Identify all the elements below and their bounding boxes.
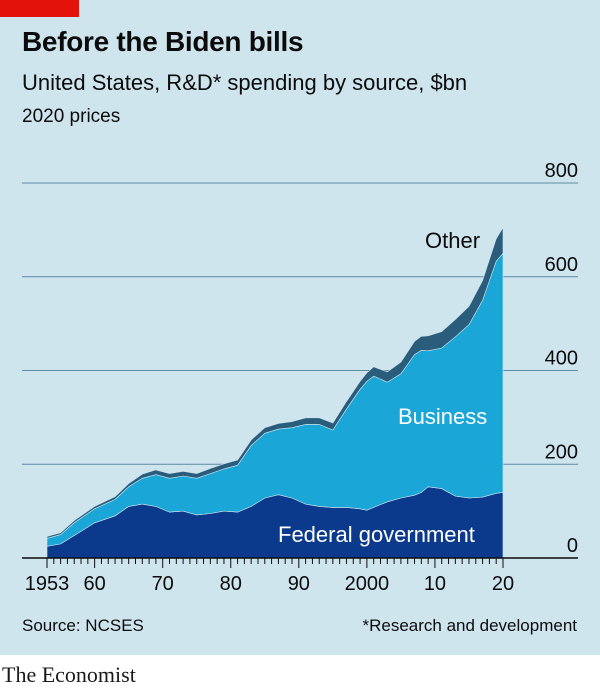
footnote: *Research and development <box>362 616 577 635</box>
x-tick-label: 70 <box>152 573 174 595</box>
x-tick-label: 2000 <box>345 573 390 595</box>
y-tick-label: 600 <box>545 254 578 276</box>
y-tick-label: 400 <box>545 348 578 370</box>
chart-card: Before the Biden bills United States, R&… <box>0 0 600 655</box>
series-label-other: Other <box>425 228 480 253</box>
x-tick-label: 80 <box>220 573 242 595</box>
economist-logo: The Economist <box>2 662 136 687</box>
x-axis: 1953 60 70 80 90 2000 10 20 <box>22 557 578 595</box>
x-tick-label: 1953 <box>25 573 70 595</box>
brand-red-tag <box>0 0 79 17</box>
y-tick-label: 200 <box>545 441 578 463</box>
chart-subtitle: United States, R&D* spending by source, … <box>22 70 468 95</box>
chart-units-note: 2020 prices <box>22 106 121 127</box>
series-label-federal: Federal government <box>278 522 475 547</box>
other-area <box>46 226 504 539</box>
y-tick-label: 0 <box>567 535 578 557</box>
chart-title: Before the Biden bills <box>22 26 304 57</box>
x-tick-label: 20 <box>492 573 514 595</box>
series-label-business: Business <box>398 404 487 429</box>
x-tick-label: 10 <box>424 573 446 595</box>
x-tick-label: 90 <box>288 573 310 595</box>
x-tick-label: 60 <box>84 573 106 595</box>
stacked-area-chart: 0 200 400 600 800 1953 60 70 80 90 2000 10 20 Feder… <box>22 160 578 595</box>
y-tick-labels: 0 200 400 600 800 <box>545 160 578 557</box>
source-note: Source: NCSES <box>22 616 144 635</box>
series-labels: Federal government Business Other <box>278 228 487 547</box>
y-tick-label: 800 <box>545 160 578 182</box>
